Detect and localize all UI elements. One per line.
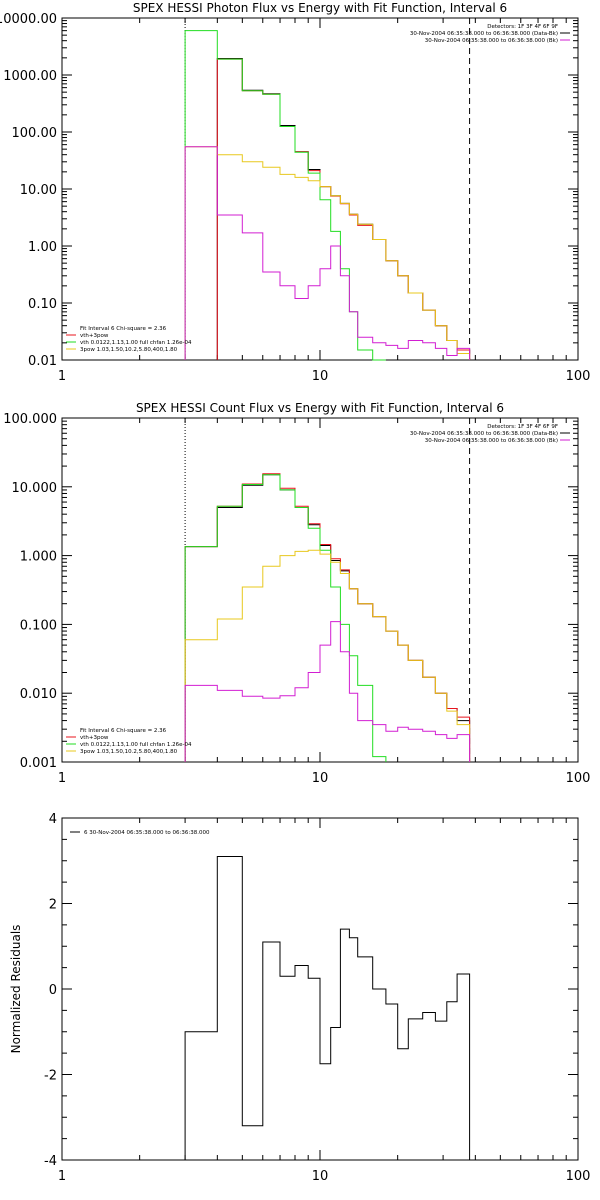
y-tick-label: 2 [49, 898, 57, 913]
y-tick-label: 4 [49, 812, 57, 827]
series-line-0 [184, 474, 471, 762]
series-line-1 [184, 473, 471, 762]
y-tick-label: -4 [44, 1154, 57, 1169]
y-tick-label: 1.000 [20, 550, 57, 565]
y-tick-label: 0.001 [20, 756, 57, 771]
legend-entry: Detectors: 1F 3F 4F 6F 9F [487, 24, 558, 30]
y-tick-label: 0.010 [20, 687, 57, 702]
x-tick-label: 100 [566, 1169, 591, 1184]
series-line-2 [184, 474, 387, 762]
series-line-4 [184, 621, 471, 762]
y-tick-label: 10000.00 [0, 12, 57, 27]
y-tick-label: 100.000 [3, 412, 57, 427]
series-line-1 [216, 58, 471, 360]
y-tick-label: 10.00 [20, 183, 57, 198]
series-line-0 [184, 856, 471, 1160]
y-tick-label: 0.01 [28, 354, 57, 369]
legend-entry: vth 0.0122,1.13,1.00 full chfan 1.26e-04 [80, 742, 192, 748]
series-line-3 [184, 146, 471, 360]
legend-entry: Detectors: 1F 3F 4F 6F 9F [487, 424, 558, 430]
legend-entry: 30-Nov-2004 06:35:38.000 to 06:36:38.000… [425, 38, 558, 44]
x-tick-label: 1 [58, 771, 66, 786]
legend-entry: vth+3pow [80, 333, 109, 339]
y-tick-label: 1000.00 [3, 69, 57, 84]
legend-entry: vth 0.0122,1.13,1.00 full chfan 1.26e-04 [80, 340, 192, 346]
y-tick-label: -2 [44, 1069, 57, 1084]
series-line-4 [184, 146, 471, 360]
y-tick-label: 0.10 [28, 297, 57, 312]
legend-entry: 6 30-Nov-2004 06:35:38.000 to 06:36:38.0… [84, 830, 210, 836]
x-tick-label: 100 [566, 771, 591, 786]
legend-entry: Fit Interval 6 Chi-square = 2.36 [80, 728, 167, 734]
photon-flux-panel: SPEX HESSI Photon Flux vs Energy with Fi… [0, 1, 590, 384]
chart-title: SPEX HESSI Photon Flux vs Energy with Fi… [133, 1, 507, 15]
legend-entry: vth+3pow [80, 735, 109, 741]
chart-title: SPEX HESSI Count Flux vs Energy with Fit… [136, 401, 504, 415]
legend-entry: 30-Nov-2004 06:35:38.000 to 06:36:38.000… [410, 31, 558, 37]
y-tick-label: 0.100 [20, 618, 57, 633]
legend-entry: 30-Nov-2004 06:35:38.000 to 06:36:38.000… [410, 431, 558, 437]
legend-entry: Fit Interval 6 Chi-square = 2.36 [80, 326, 167, 332]
series-line-0 [216, 58, 471, 360]
x-tick-label: 10 [312, 771, 329, 786]
residuals-panel: 1 10 100 4 2 0 -2 -4 Normalized Residuals 6 30-No… [9, 812, 590, 1184]
legend-entry: 3pow 1.03,1.50,10.2,5.80,400,1.80 [80, 347, 178, 353]
plot-frame [61, 417, 579, 763]
x-tick-label: 1 [58, 1169, 66, 1184]
y-tick-label: 10.000 [12, 481, 58, 496]
x-tick-label: 1 [58, 369, 66, 384]
y-tick-label: 100.00 [12, 126, 58, 141]
y-tick-label: 0 [49, 983, 57, 998]
x-tick-label: 10 [312, 1169, 329, 1184]
y-tick-label: 1.00 [28, 240, 57, 255]
series-line-3 [184, 549, 471, 762]
legend-entry: 30-Nov-2004 06:35:38.000 to 06:36:38.000… [425, 438, 558, 444]
y-axis-label: Normalized Residuals [9, 925, 23, 1054]
legend-entry: 3pow 1.03,1.50,10.2,5.80,400,1.80 [80, 749, 178, 755]
series-line-2 [184, 30, 386, 361]
count-flux-panel: SPEX HESSI Count Flux vs Energy with Fit… [3, 401, 590, 786]
x-tick-label: 10 [312, 369, 329, 384]
x-tick-label: 100 [566, 369, 591, 384]
